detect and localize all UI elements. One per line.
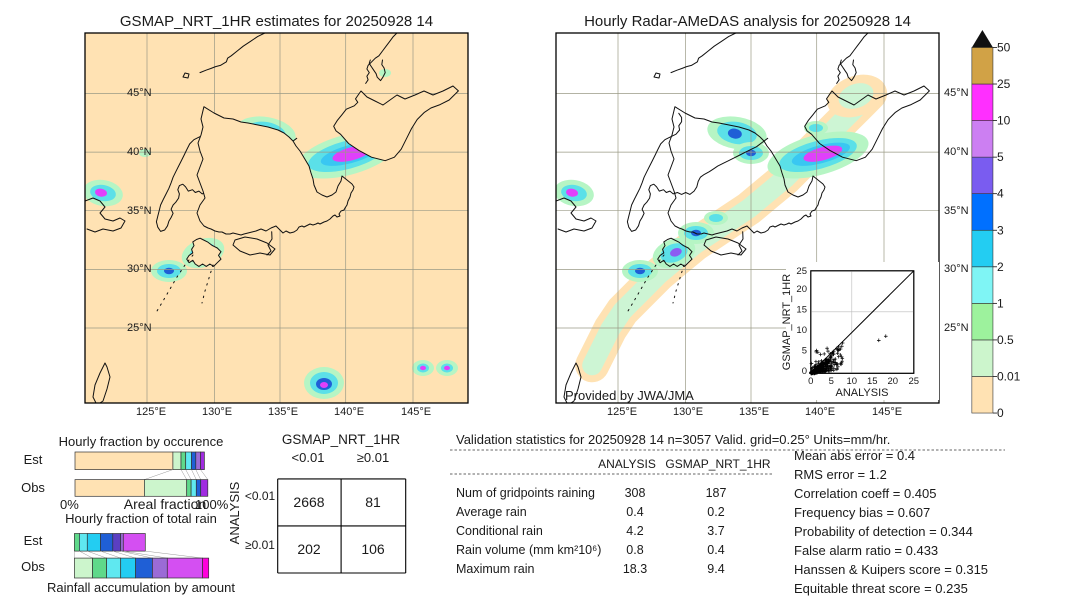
svg-text:Mean abs error = 0.4: Mean abs error = 0.4 — [794, 448, 915, 463]
svg-text:Equitable threat score = 0.23: Equitable threat score = 0.235 — [794, 581, 968, 596]
svg-text:9.4: 9.4 — [707, 562, 724, 576]
svg-text:0.8: 0.8 — [626, 543, 643, 557]
svg-text:Hanssen & Kuipers score = 0.3: Hanssen & Kuipers score = 0.315 — [794, 562, 988, 577]
svg-text:Maximum rain: Maximum rain — [456, 562, 535, 576]
svg-text:Conditional rain: Conditional rain — [456, 524, 543, 538]
svg-text:RMS error = 1.2: RMS error = 1.2 — [794, 467, 887, 482]
svg-text:0.4: 0.4 — [707, 543, 724, 557]
svg-text:0.2: 0.2 — [707, 505, 724, 519]
svg-text:False alarm ratio = 0.433: False alarm ratio = 0.433 — [794, 543, 938, 558]
svg-text:GSMAP_NRT_1HR: GSMAP_NRT_1HR — [665, 457, 770, 471]
svg-text:187: 187 — [706, 486, 727, 500]
svg-text:Rain volume (mm km²10⁶): Rain volume (mm km²10⁶) — [456, 543, 601, 557]
svg-text:ANALYSIS: ANALYSIS — [598, 457, 656, 471]
svg-text:3.7: 3.7 — [707, 524, 724, 538]
svg-text:0.4: 0.4 — [626, 505, 643, 519]
svg-text:308: 308 — [625, 486, 646, 500]
svg-text:Validation statistics for 2025: Validation statistics for 20250928 14 n=… — [456, 432, 890, 447]
svg-text:Average rain: Average rain — [456, 505, 527, 519]
svg-text:Num of gridpoints raining: Num of gridpoints raining — [456, 486, 595, 500]
svg-text:4.2: 4.2 — [626, 524, 643, 538]
svg-text:Frequency bias = 0.607: Frequency bias = 0.607 — [794, 505, 930, 520]
svg-text:18.3: 18.3 — [623, 562, 647, 576]
svg-text:Probability of detection = 0.: Probability of detection = 0.344 — [794, 524, 973, 539]
svg-text:Correlation coeff = 0.405: Correlation coeff = 0.405 — [794, 486, 937, 501]
